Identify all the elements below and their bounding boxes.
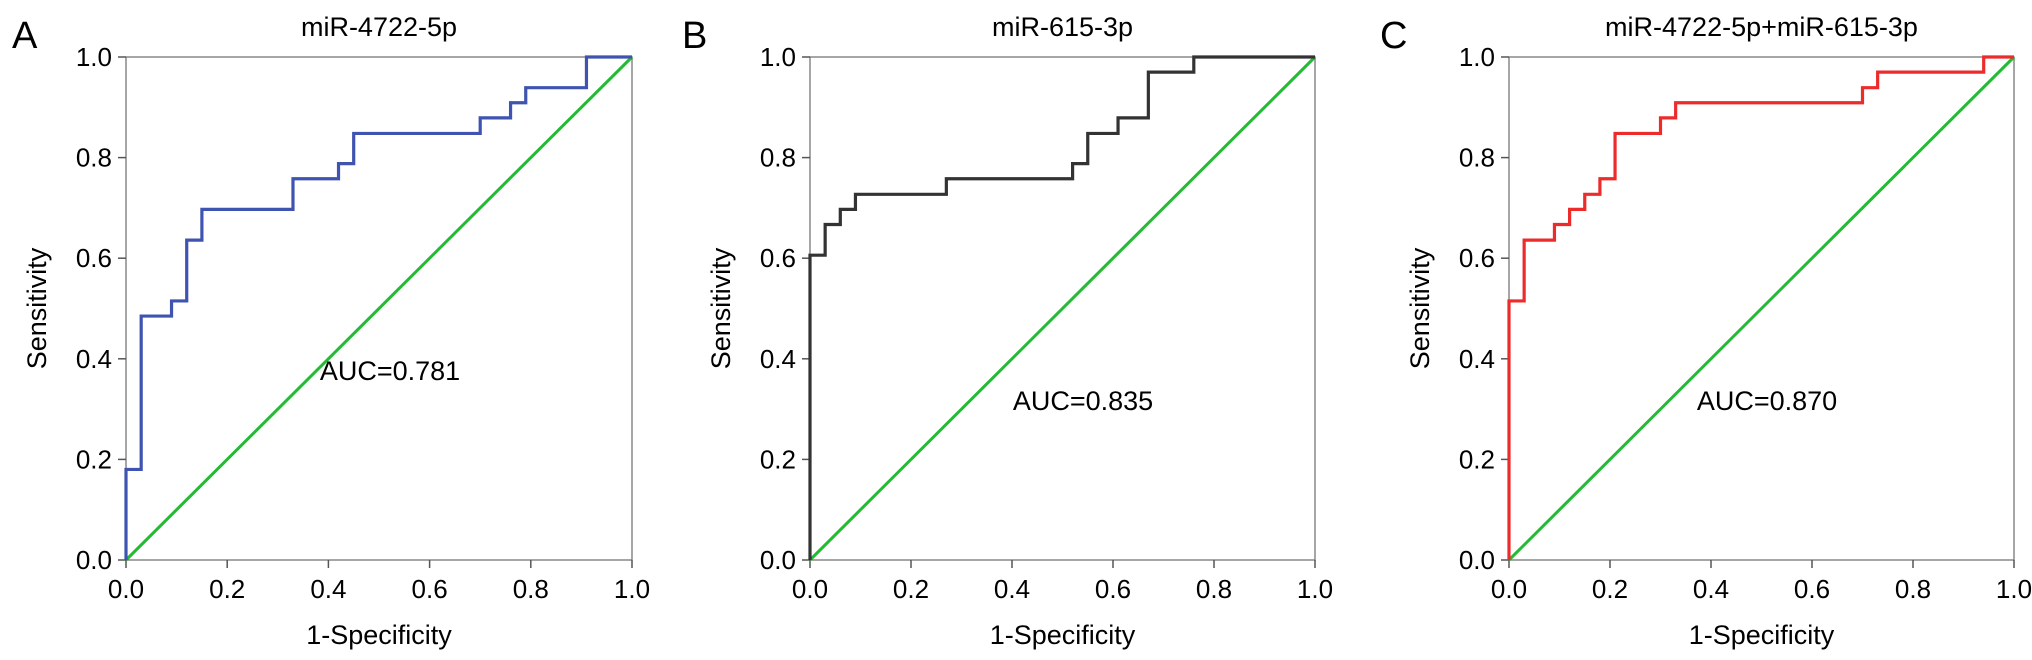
panel-c-reference-line: [1507, 55, 2016, 562]
panel-a-x-tick-label: 0.8: [513, 574, 549, 604]
panel-a-y-tick-label: 0.4: [76, 344, 112, 374]
panel-b-x-tick-label: 0.4: [994, 574, 1030, 604]
panel-b-x-tick-label: 0.0: [792, 574, 828, 604]
panel-a-y-tick-label: 0.2: [76, 444, 112, 474]
panel-c-y-axis-label: Sensitivity: [1405, 247, 1435, 369]
panel-c-x-tick-label: 0.8: [1895, 574, 1931, 604]
panel-b-y-tick-label: 0.8: [760, 143, 796, 173]
panel-a-y-axis-label: Sensitivity: [22, 247, 52, 369]
panel-c-x-tick-label: 1.0: [1996, 574, 2032, 604]
panel-b-y-tick-label: 0.2: [760, 444, 796, 474]
panel-b-y-tick-label: 0.6: [760, 243, 796, 273]
panel-b-x-tick-label: 0.8: [1196, 574, 1232, 604]
panel-c-y-tick-label: 0.6: [1459, 243, 1495, 273]
panel-a-title: miR-4722-5p: [301, 12, 457, 42]
panel-a-reference-line: [124, 55, 634, 562]
panel-b-x-tick-label: 0.6: [1095, 574, 1131, 604]
panel-b-y-tick-label: 0.0: [760, 545, 796, 575]
panel-a-plot-frame: [125, 56, 633, 561]
panel-a-x-tick-label: 1.0: [614, 574, 650, 604]
panel-a-x-tick-label: 0.0: [108, 574, 144, 604]
panel-b-x-axis-label: 1-Specificity: [990, 620, 1136, 650]
panel-c-title: miR-4722-5p+miR-615-3p: [1605, 12, 1918, 42]
panel-a-x-tick-label: 0.2: [209, 574, 245, 604]
panel-b-letter: B: [682, 15, 707, 57]
panel-b-title: miR-615-3p: [992, 12, 1133, 42]
panel-b-reference-line: [808, 55, 1317, 562]
panel-b-y-axis-label: Sensitivity: [706, 247, 736, 369]
panel-b-auc-annotation: AUC=0.835: [1013, 386, 1153, 416]
panel-b-x-tick-label: 1.0: [1297, 574, 1333, 604]
panel-c-y-tick-label: 0.0: [1459, 545, 1495, 575]
panel-a-y-tick-label: 0.6: [76, 243, 112, 273]
panel-c-y-tick-label: 1.0: [1459, 42, 1495, 72]
panel-c-x-tick-label: 0.2: [1592, 574, 1628, 604]
panel-c-letter: C: [1380, 15, 1407, 57]
panel-b-roc-curve: [808, 55, 1315, 560]
panel-c-y-tick-label: 0.2: [1459, 444, 1495, 474]
panel-a-x-tick-label: 0.4: [310, 574, 346, 604]
panel-a-y-tick-label: 0.8: [76, 143, 112, 173]
panel-c-x-axis-label: 1-Specificity: [1689, 620, 1835, 650]
panel-b-y-tick-label: 0.4: [760, 344, 796, 374]
panel-a-auc-annotation: AUC=0.781: [320, 356, 460, 386]
panel-a-letter: A: [12, 15, 38, 57]
panel-c-x-tick-label: 0.6: [1794, 574, 1830, 604]
panel-a-x-tick-label: 0.6: [412, 574, 448, 604]
panel-c-roc-curve: [1507, 55, 2014, 560]
panel-b-x-tick-label: 0.2: [893, 574, 929, 604]
panel-c-y-tick-label: 0.8: [1459, 143, 1495, 173]
panel-c-auc-annotation: AUC=0.870: [1697, 386, 1837, 416]
panel-c-x-tick-label: 0.0: [1491, 574, 1527, 604]
panel-a-roc-curve: [124, 55, 632, 560]
panel-a-y-tick-label: 0.0: [76, 545, 112, 575]
panel-a-y-tick-label: 1.0: [76, 42, 112, 72]
panel-a-x-axis-label: 1-Specificity: [306, 620, 452, 650]
panel-c-y-tick-label: 0.4: [1459, 344, 1495, 374]
panel-b-y-tick-label: 1.0: [760, 42, 796, 72]
panel-c-x-tick-label: 0.4: [1693, 574, 1729, 604]
